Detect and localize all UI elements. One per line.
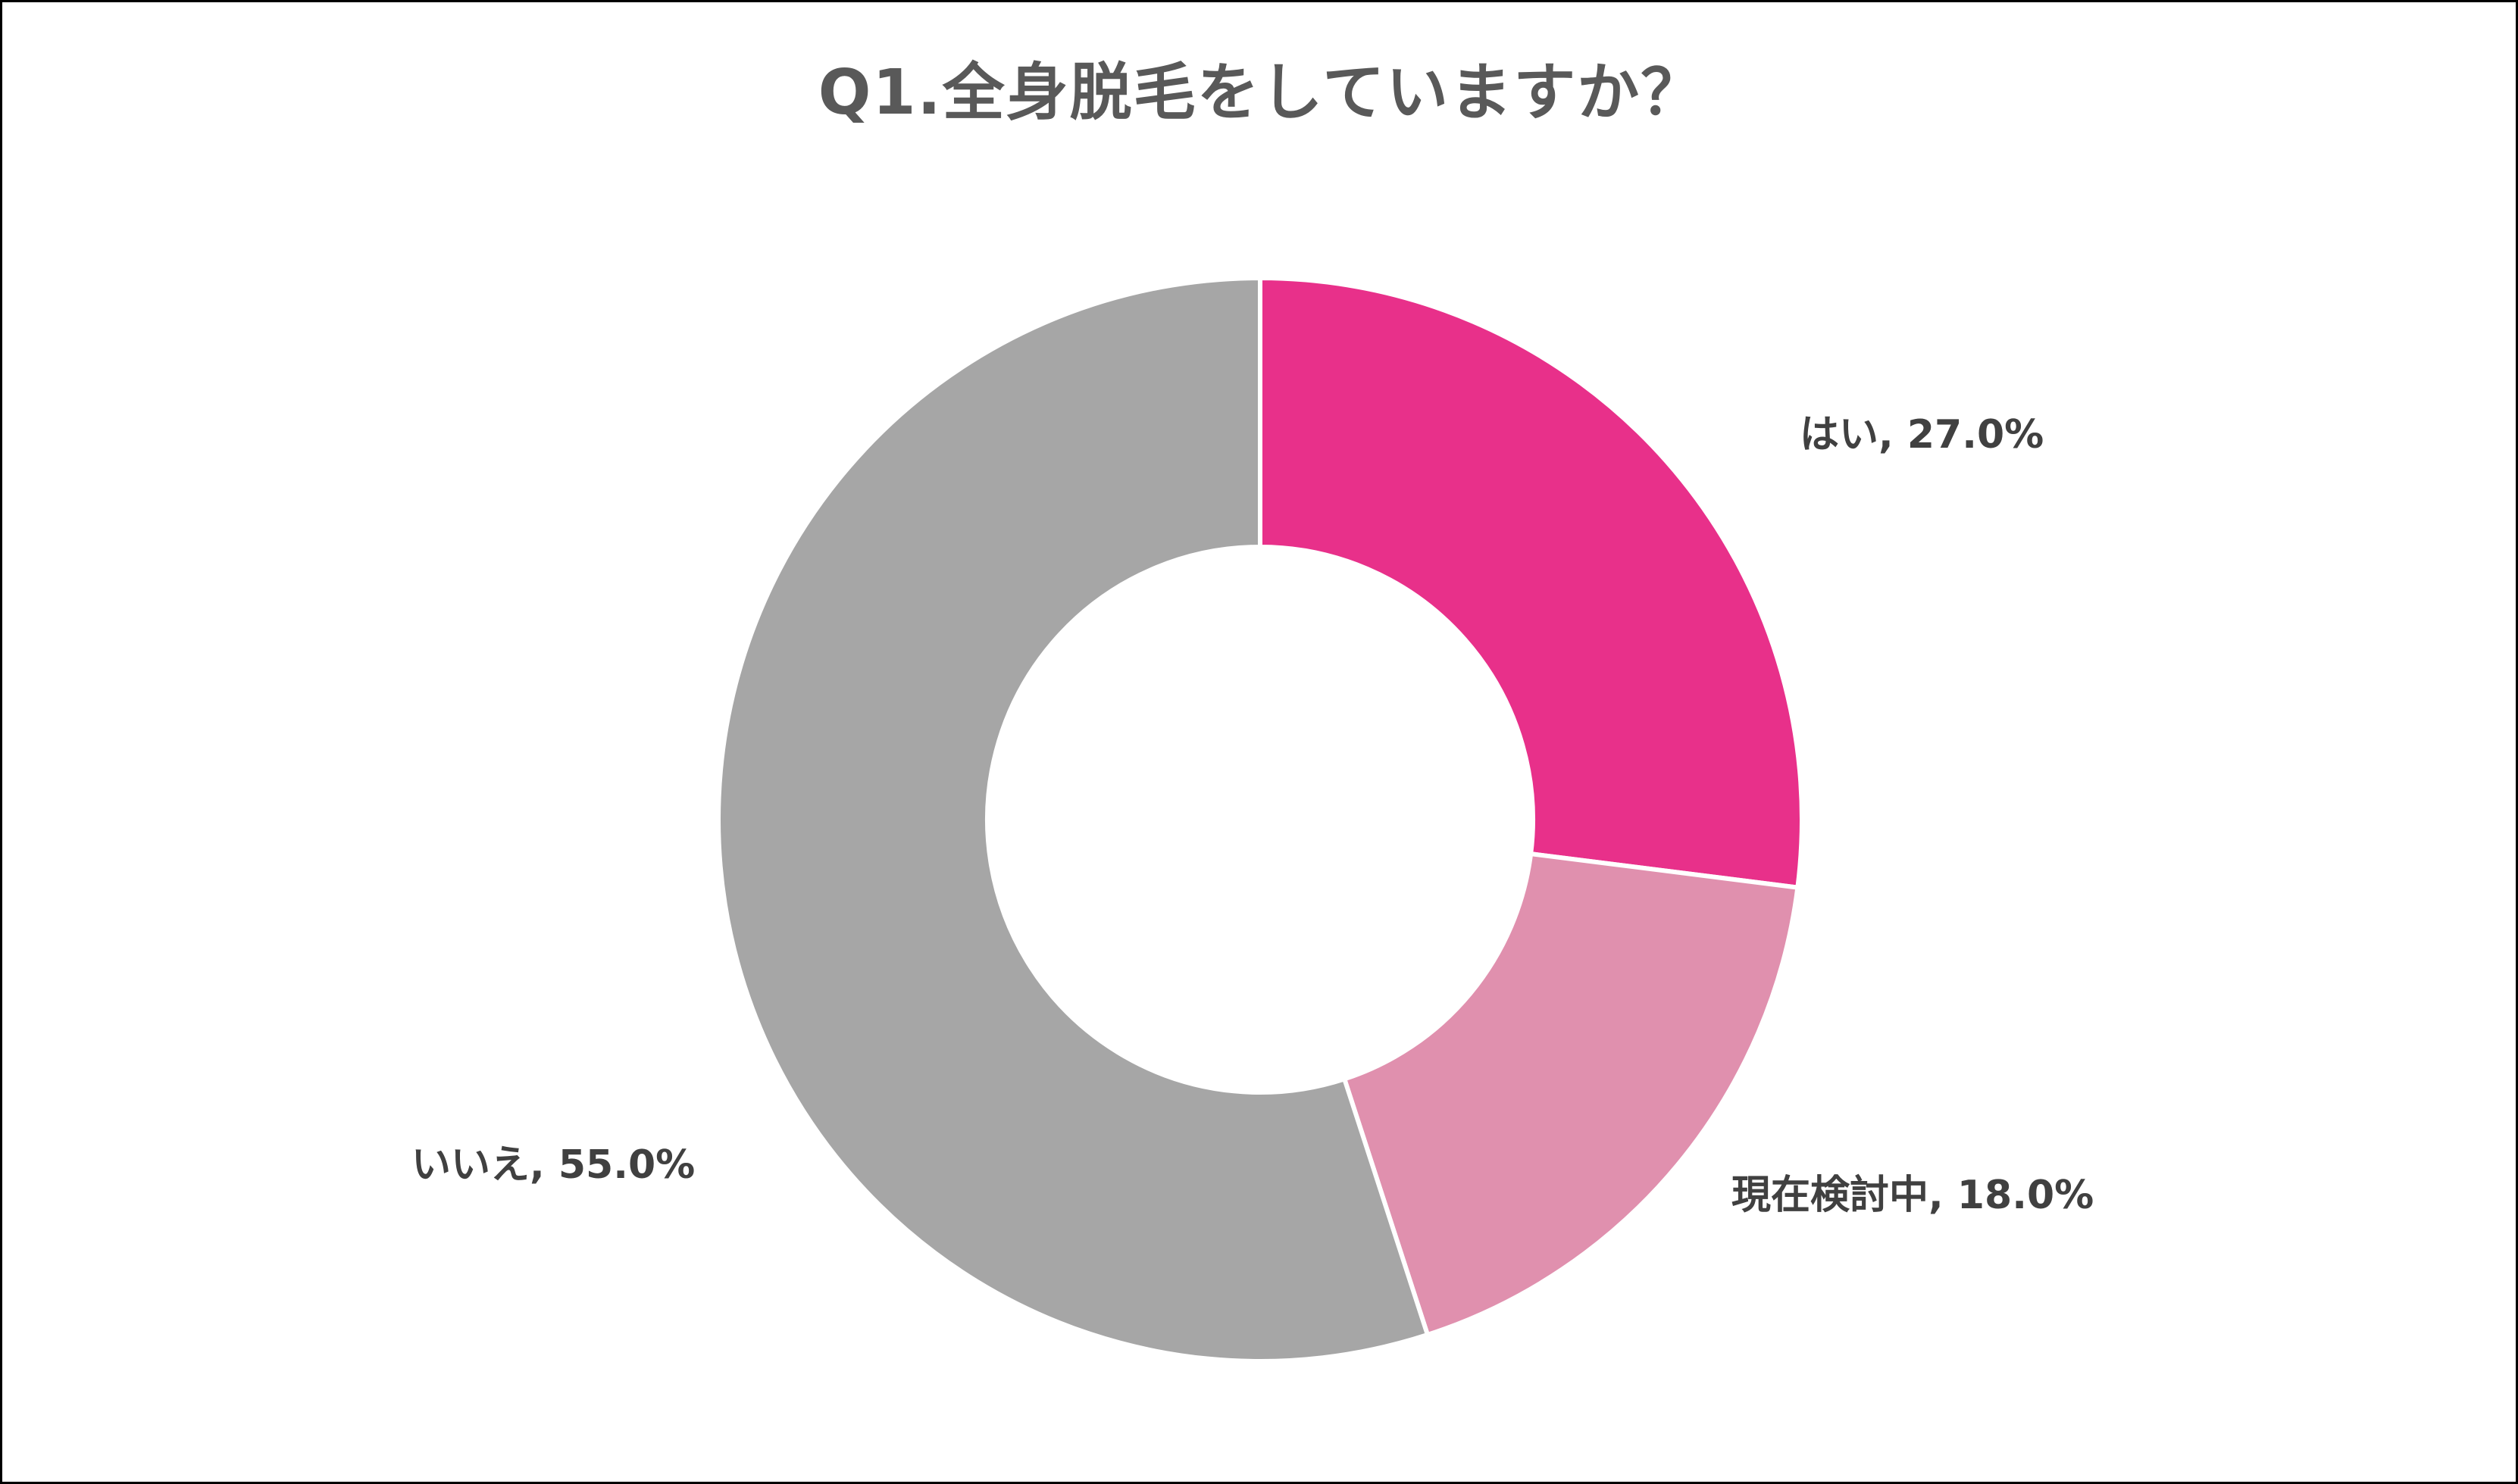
donut-slice-iie <box>716 275 1431 1364</box>
donut-slice-hai <box>1258 275 1804 890</box>
donut-slice-kentou <box>1341 851 1800 1338</box>
donut-slices <box>716 275 1804 1364</box>
donut-labels: はい, 27.0% 現在検討中, 18.0% いいえ, 55.0% <box>411 412 2094 1218</box>
slice-label-hai: はい, 27.0% <box>1800 412 2044 458</box>
slice-label-kentou: 現在検討中, 18.0% <box>1731 1173 2094 1218</box>
slice-label-iie: いいえ, 55.0% <box>411 1142 695 1188</box>
chart-title: Q1.全身脱毛をしていますか？ <box>818 57 1705 129</box>
